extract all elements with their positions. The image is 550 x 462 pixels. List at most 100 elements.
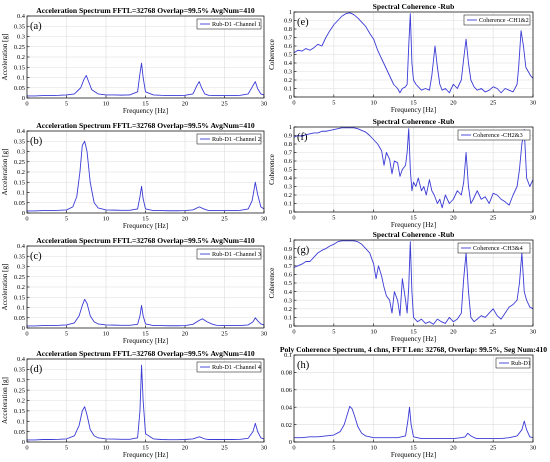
y-tick-label: 0.35: [14, 23, 25, 30]
x-tick-label: 25: [490, 100, 496, 107]
y-tick-label: 1: [289, 9, 292, 16]
y-tick-label: 0.9: [284, 246, 292, 253]
x-axis-label: Frequency [Hz]: [123, 337, 168, 345]
y-tick-label: 0.4: [17, 243, 26, 250]
x-tick-label: 30: [530, 215, 536, 222]
y-tick-label: 0.8: [284, 254, 292, 261]
y-tick-label: 0.15: [14, 294, 25, 301]
series-line: [293, 127, 534, 209]
x-tick-label: 10: [370, 100, 376, 107]
x-tick-label: 30: [261, 101, 267, 108]
y-tick-label: 0.3: [284, 297, 292, 304]
x-tick-label: 0: [25, 331, 28, 338]
y-tick-label: 0.08: [281, 370, 292, 377]
y-tick-label: 0.9: [284, 18, 292, 25]
y-axis-label: Acceleration [g]: [1, 264, 9, 311]
x-tick-label: 0: [25, 101, 28, 108]
x-tick-label: 0: [25, 216, 28, 223]
y-tick-label: 0.3: [17, 149, 25, 156]
x-tick-label: 20: [450, 445, 456, 452]
x-tick-label: 20: [182, 445, 188, 452]
panel-label: (b): [30, 136, 43, 147]
x-tick-label: 25: [490, 215, 496, 222]
x-tick-label: 5: [65, 216, 68, 223]
x-axis-label: Frequency [Hz]: [123, 107, 168, 115]
x-tick-label: 20: [182, 331, 188, 338]
axes-frame: [293, 126, 534, 213]
y-tick-label: 1: [289, 124, 292, 131]
axes-frame: [293, 354, 534, 443]
panel-label: (d): [30, 364, 43, 375]
y-tick-label: 0.1: [17, 75, 25, 82]
y-tick-label: 0.5: [284, 280, 292, 287]
axes-frame: [26, 130, 265, 214]
y-tick-label: 0.2: [17, 398, 25, 405]
y-tick-label: 0.1: [284, 352, 292, 359]
x-tick-label: 0: [25, 445, 28, 452]
y-tick-label: 0.35: [14, 138, 25, 145]
y-tick-label: 0.04: [281, 404, 293, 411]
x-tick-label: 20: [182, 216, 188, 223]
chart-title: Acceleration Spectrum FFTL=32768 Overlap…: [36, 121, 255, 130]
y-tick-label: 0: [289, 439, 292, 446]
x-tick-label: 20: [450, 215, 456, 222]
x-tick-label: 5: [332, 100, 335, 107]
x-tick-label: 25: [221, 445, 227, 452]
y-tick-label: 0.6: [284, 158, 292, 165]
x-tick-label: 15: [142, 331, 148, 338]
legend-box: [196, 248, 262, 260]
axes-frame: [26, 15, 265, 99]
legend-label: Rub-D1 -Channel 1: [212, 21, 261, 28]
legend-label: Coherence -CH3&4: [473, 245, 523, 252]
y-tick-label: 0.7: [284, 263, 293, 270]
y-tick-label: 0.05: [14, 315, 25, 322]
y-tick-label: 0.25: [14, 159, 25, 166]
x-axis-label: Frequency [Hz]: [123, 222, 168, 230]
y-tick-label: 0.15: [14, 64, 25, 71]
x-tick-label: 20: [450, 329, 456, 336]
x-axis-label: Frequency [Hz]: [391, 221, 436, 229]
y-tick-label: 0.4: [17, 13, 26, 20]
chart-title: Acceleration Spectrum FFTL=32768 Overlap…: [36, 349, 255, 358]
y-tick-label: 0.3: [284, 184, 292, 191]
y-tick-label: 0.2: [17, 284, 25, 291]
x-tick-label: 0: [292, 445, 295, 452]
chart-title: Acceleration Spectrum FFTL=32768 Overlap…: [36, 6, 255, 15]
axes-frame: [26, 358, 265, 443]
y-tick-label: 0.1: [284, 201, 292, 208]
y-axis-label: Acceleration [g]: [1, 149, 9, 196]
y-tick-label: 0.2: [284, 77, 292, 84]
y-tick-label: 0.25: [14, 274, 25, 281]
y-tick-label: 0.3: [284, 69, 292, 76]
chart-title: Spectral Coherence -Rub: [373, 2, 455, 11]
x-axis-label: Frequency [Hz]: [123, 451, 168, 459]
x-tick-label: 5: [65, 331, 68, 338]
x-tick-label: 0: [292, 215, 295, 222]
y-tick-label: 0.7: [284, 150, 293, 157]
y-tick-label: 0.4: [284, 175, 293, 182]
y-axis-label: Acceleration [g]: [1, 377, 9, 424]
legend-box: [196, 133, 262, 145]
x-tick-label: 30: [530, 100, 536, 107]
legend-box: [196, 18, 262, 30]
y-tick-label: 0.35: [14, 253, 25, 260]
x-axis-label: Frequency [Hz]: [391, 451, 436, 459]
y-tick-label: 0.4: [284, 289, 293, 296]
x-tick-label: 15: [142, 101, 148, 108]
legend-label: Rub-D1 -Channel 3: [212, 251, 261, 258]
axes-frame: [293, 11, 534, 98]
y-tick-label: 0.3: [17, 264, 25, 271]
y-tick-label: 0: [22, 325, 25, 332]
series-line: [27, 298, 265, 327]
x-tick-label: 25: [490, 445, 496, 452]
y-tick-label: 0.02: [281, 422, 292, 429]
x-tick-label: 15: [410, 445, 416, 452]
panel-label: (c): [30, 251, 42, 262]
panel-label: (a): [30, 21, 42, 32]
x-tick-label: 10: [103, 216, 109, 223]
chart-title: Poly Coherence Spectrum, 4 chns, FFT Len…: [280, 345, 547, 354]
y-tick-label: 0.1: [17, 305, 25, 312]
y-axis-label: Coherence: [268, 268, 276, 299]
x-tick-label: 30: [261, 331, 267, 338]
y-tick-label: 0.2: [284, 306, 292, 313]
